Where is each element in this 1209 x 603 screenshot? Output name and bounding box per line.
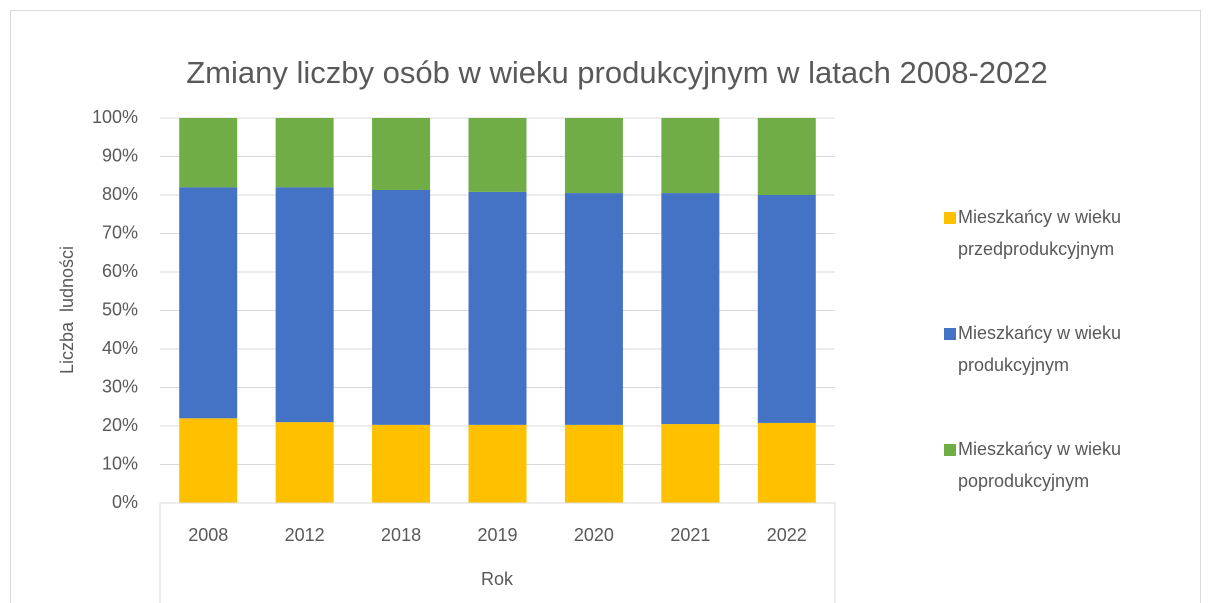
bar-segment [372,189,431,425]
y-tick-label: 90% [102,145,138,165]
bar-segment [661,193,720,425]
y-tick-label: 70% [102,222,138,242]
x-tick-label: 2012 [285,525,325,545]
bar-segment [757,422,816,503]
y-tick-label: 10% [102,453,138,473]
legend-swatch [944,328,956,340]
y-tick-label: 80% [102,184,138,204]
x-tick-label: 2019 [477,525,517,545]
x-tick-label: 2020 [574,525,614,545]
y-tick-label: 20% [102,415,138,435]
bar-segment [372,424,431,503]
bar-segment [275,422,334,503]
x-tick-label: 2008 [188,525,228,545]
bar-segment [275,118,334,188]
legend-swatch [944,444,956,456]
x-tick-label: 2018 [381,525,421,545]
bar-segment [564,424,623,503]
x-tick-label: 2021 [670,525,710,545]
x-axis-title: Rok [481,569,514,589]
y-tick-label: 60% [102,261,138,281]
bar-segment [661,424,720,503]
bar-segment [564,193,623,425]
bar-segment [179,187,238,419]
bar-segment [661,118,720,194]
y-tick-label: 30% [102,376,138,396]
legend-swatch [944,212,956,224]
bar-segment [564,118,623,194]
y-tick-label: 40% [102,338,138,358]
bar-segment [757,118,816,195]
bar-segment [179,418,238,503]
bar-segment [757,195,816,423]
legend-label: Mieszkańcy w wieku produkcyjnym [958,323,1121,375]
bar-segment [468,424,527,503]
y-tick-label: 50% [102,299,138,319]
x-tick-label: 2022 [767,525,807,545]
y-axis-title: Liczba ludności [57,246,77,374]
legend-label: Mieszkańcy w wieku poprodukcyjnym [958,439,1121,491]
bar-segment [372,118,431,190]
y-tick-label: 0% [112,492,138,512]
bar-segment [179,118,238,188]
chart-title: Zmiany liczby osób w wieku produkcyjnym … [186,55,1048,90]
bar-segment [468,191,527,425]
y-tick-label: 100% [92,107,138,127]
legend-label: Mieszkańcy w wieku przedprodukcyjnym [958,207,1121,259]
bar-segment [275,187,334,423]
bar-segment [468,118,527,192]
